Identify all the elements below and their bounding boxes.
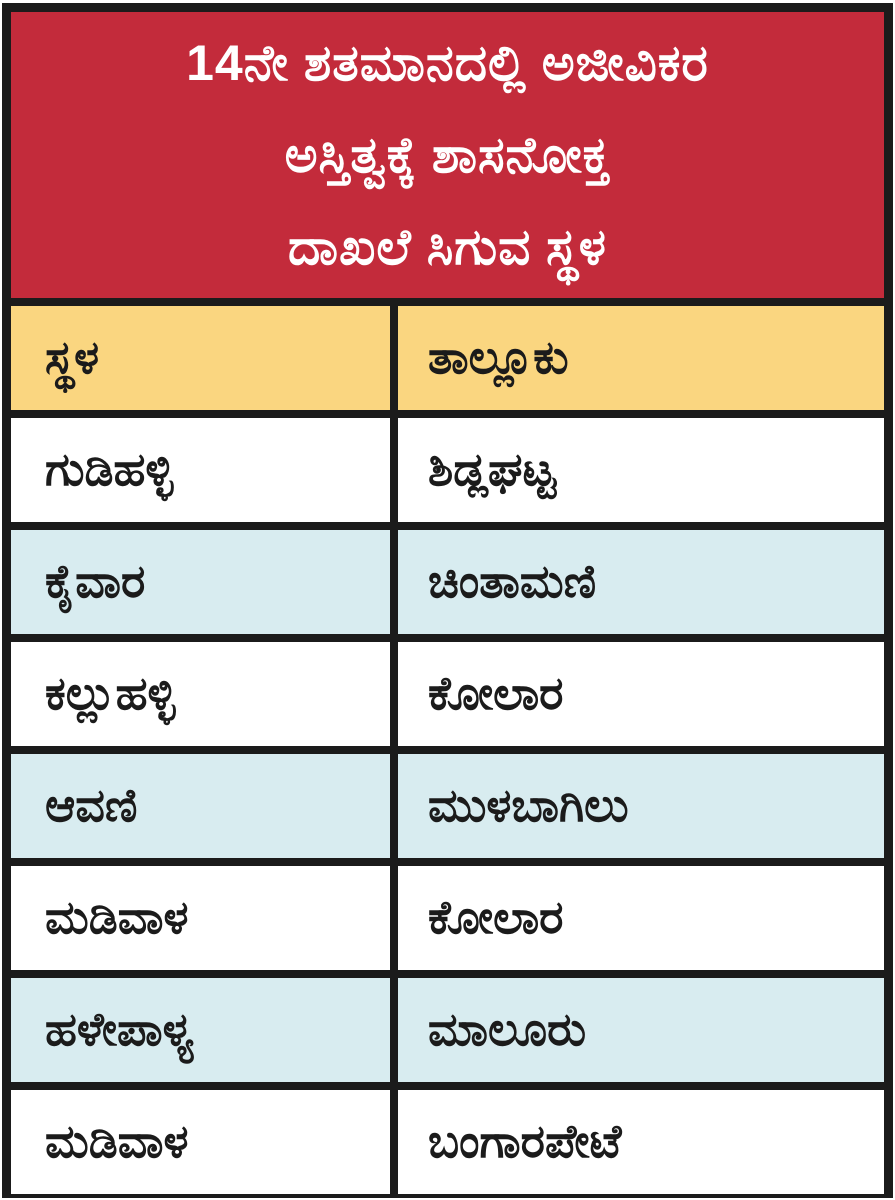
place-cell: ಆವಣಿ bbox=[45, 779, 138, 831]
place-cell: ಕೈವಾರ bbox=[45, 555, 146, 607]
place-cell: ಕಲ್ಲುಹಳ್ಳಿ bbox=[45, 667, 176, 719]
place-cell: ಗುಡಿಹಳ್ಳಿ bbox=[45, 443, 174, 495]
taluk-cell: ಚಿಂತಾಮಣಿ bbox=[390, 530, 884, 634]
taluk-cell: ಶಿಡ್ಲಘಟ್ಟ bbox=[390, 418, 884, 522]
places-table: ಸ್ಥಳ ತಾಲ್ಲೂಕು ಗುಡಿಹಳ್ಳಿ ಶಿಡ್ಲಘಟ್ಟ ಕೈವಾರ ಚಿಂ… bbox=[11, 298, 884, 1194]
table-header-row: ಸ್ಥಳ ತಾಲ್ಲೂಕು bbox=[11, 298, 884, 410]
table-row: ಗುಡಿಹಳ್ಳಿ ಶಿಡ್ಲಘಟ್ಟ bbox=[11, 410, 884, 522]
title-line-3: ದಾಖಲೆ ಸಿಗುವ ಸ್ಥಳ bbox=[288, 219, 607, 275]
place-cell: ಮಡಿವಾಳ bbox=[45, 1115, 189, 1167]
taluk-cell: ಕೋಲಾರ bbox=[390, 642, 884, 746]
table-row: ಆವಣಿ ಮುಳಬಾಗಿಲು bbox=[11, 746, 884, 858]
title-line-2: ಅಸ್ತಿತ್ವಕ್ಕೆ ಶಾಸನೋಕ್ತ bbox=[284, 127, 611, 183]
taluk-cell: ಮುಳಬಾಗಿಲು bbox=[390, 754, 884, 858]
table-row: ಮಡಿವಾಳ ಬಂಗಾರಪೇಟೆ bbox=[11, 1082, 884, 1194]
infographic-frame: 14ನೇ ಶತಮಾನದಲ್ಲಿ ಅಜೀವಿಕರ ಅಸ್ತಿತ್ವಕ್ಕೆ ಶಾಸ… bbox=[2, 3, 893, 1198]
taluk-cell: ಮಾಲೂರು bbox=[390, 978, 884, 1082]
title-banner: 14ನೇ ಶತಮಾನದಲ್ಲಿ ಅಜೀವಿಕರ ಅಸ್ತಿತ್ವಕ್ಕೆ ಶಾಸ… bbox=[11, 12, 884, 298]
column-header-place: ಸ್ಥಳ bbox=[45, 331, 100, 383]
title-line-1: 14ನೇ ಶತಮಾನದಲ್ಲಿ ಅಜೀವಿಕರ bbox=[186, 35, 709, 91]
place-cell: ಹಳೇಪಾಳ್ಯ bbox=[45, 1003, 194, 1055]
taluk-cell: ಕೋಲಾರ bbox=[390, 866, 884, 970]
place-cell: ಮಡಿವಾಳ bbox=[45, 891, 189, 943]
taluk-cell: ಬಂಗಾರಪೇಟೆ bbox=[390, 1090, 884, 1194]
table-row: ಹಳೇಪಾಳ್ಯ ಮಾಲೂರು bbox=[11, 970, 884, 1082]
column-header-taluk: ತಾಲ್ಲೂಕು bbox=[390, 306, 884, 410]
table-row: ಕಲ್ಲುಹಳ್ಳಿ ಕೋಲಾರ bbox=[11, 634, 884, 746]
table-row: ಕೈವಾರ ಚಿಂತಾಮಣಿ bbox=[11, 522, 884, 634]
table-row: ಮಡಿವಾಳ ಕೋಲಾರ bbox=[11, 858, 884, 970]
